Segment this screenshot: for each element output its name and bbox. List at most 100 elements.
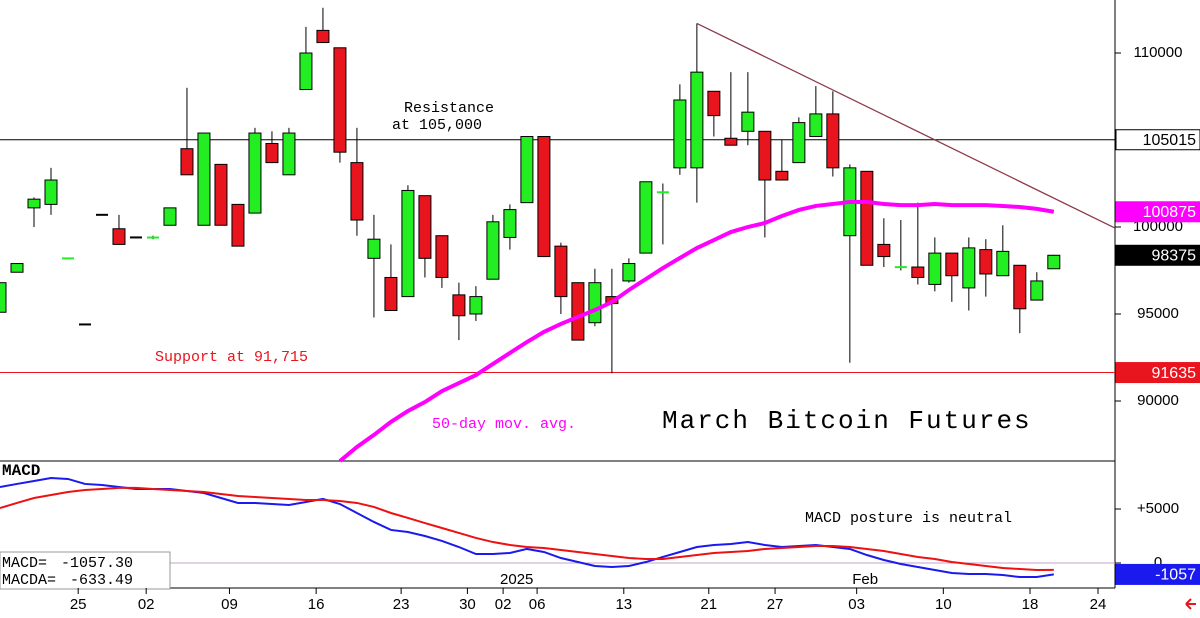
candle-body (690, 71, 704, 169)
x-tick-label: 03 (848, 596, 865, 613)
x-tick-label: 13 (615, 596, 632, 613)
candle-body (248, 132, 262, 214)
candle-body (520, 136, 534, 204)
candle-body (435, 235, 449, 278)
candle-body (197, 132, 211, 226)
candle-body (792, 122, 806, 164)
candle-body (673, 99, 687, 169)
candle-body (1013, 264, 1027, 310)
ma-tag: 100875 (1143, 204, 1196, 221)
readout-name: MACDA= (2, 572, 56, 589)
scroll-arrow (1185, 598, 1196, 610)
candle-body (928, 252, 942, 285)
candle-body (350, 162, 364, 221)
candle-body (962, 247, 976, 289)
candle-body (911, 266, 925, 278)
x-tick-label: 23 (393, 596, 410, 613)
candle-body (979, 249, 993, 275)
y-tick-label: 0 (1154, 554, 1162, 571)
x-tick-label: 21 (700, 596, 717, 613)
candle-body (996, 250, 1010, 277)
candle-body (401, 189, 415, 298)
candle-body (741, 111, 755, 132)
x-tick-label: 25 (70, 596, 87, 613)
x-tick-label: 16 (308, 596, 325, 613)
candle-body (10, 263, 24, 273)
candle-body (486, 221, 500, 280)
x-tick-label: 02 (138, 596, 155, 613)
candle-body (112, 228, 126, 245)
candle-body (826, 113, 840, 169)
x-tick-label: 02 (495, 596, 512, 613)
ma-tag-box (1115, 201, 1200, 223)
candle-body (384, 276, 398, 312)
period-label: Feb (852, 571, 878, 588)
macd-tag-box (1115, 563, 1200, 585)
candle-body (0, 282, 7, 313)
trend-line (696, 22, 1116, 229)
readout-box (0, 551, 171, 590)
level-tag: 91635 (1152, 365, 1197, 382)
candle-body (1047, 254, 1061, 270)
level-tag-box (1115, 362, 1200, 384)
close-tag: 98375 (1152, 247, 1197, 264)
candle-body (571, 282, 585, 341)
y-tick-label: 95000 (1137, 305, 1179, 322)
candle-body (554, 245, 568, 298)
candle-body (1030, 280, 1044, 301)
macd-line (0, 486, 1054, 572)
candle-body (588, 282, 602, 324)
level-note: Resistance (404, 100, 494, 117)
readout-value: -1057.30 (61, 555, 133, 572)
candle-body (333, 47, 347, 153)
annotation: MACD posture is neutral (805, 510, 1012, 527)
x-tick-label: 24 (1090, 596, 1107, 613)
candle-body (809, 113, 823, 138)
candle-body (724, 137, 738, 146)
candle-body (44, 179, 58, 205)
ma-label: 50-day mov. avg. (432, 416, 576, 433)
candle-body (418, 195, 432, 259)
x-tick-label: 27 (767, 596, 784, 613)
x-tick-label: 10 (935, 596, 952, 613)
period-label: 2025 (500, 571, 533, 588)
candle-body (231, 203, 245, 247)
candle-body (707, 90, 721, 117)
macd-title: MACD (2, 462, 40, 480)
readout-value: -633.49 (70, 572, 133, 589)
level-note: Support at 91,715 (155, 349, 308, 366)
x-tick-label: 30 (459, 596, 476, 613)
x-tick-label: 18 (1022, 596, 1039, 613)
candle-body (452, 294, 466, 317)
candle-body (299, 52, 313, 91)
y-tick-label: 90000 (1137, 392, 1179, 409)
x-tick-label: 09 (221, 596, 238, 613)
candle-body (282, 132, 296, 176)
candle-body (758, 130, 772, 181)
candle-body (265, 142, 279, 164)
chart-title: March Bitcoin Futures (662, 406, 1032, 436)
macd-tag: -1057 (1155, 567, 1196, 584)
level-tag: 105015 (1143, 132, 1196, 149)
candle-body (180, 148, 194, 176)
candle-body (537, 136, 551, 258)
candle-body (469, 296, 483, 315)
candle-body (639, 181, 653, 254)
level-note: at 105,000 (392, 117, 482, 134)
moving-average (338, 199, 1055, 463)
y-tick-label: +5000 (1137, 500, 1179, 517)
level-tag-box (1115, 129, 1200, 151)
candle-body (622, 263, 636, 282)
candle-body (775, 170, 789, 181)
readout-name: MACD= (2, 555, 47, 572)
candle-body (316, 29, 330, 44)
y-tick-label: 110000 (1134, 44, 1183, 61)
candle-body (945, 252, 959, 277)
candle-body (367, 238, 381, 259)
close-tag-box (1115, 244, 1200, 266)
candle-body (27, 198, 41, 209)
x-tick-label: 06 (529, 596, 546, 613)
candle-body (503, 209, 517, 238)
candle-body (163, 207, 177, 226)
